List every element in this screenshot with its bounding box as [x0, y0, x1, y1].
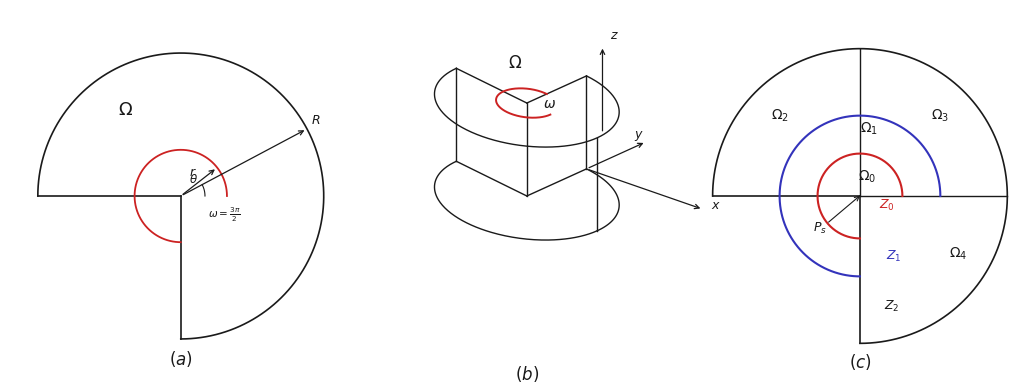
Text: $Z_1$: $Z_1$: [885, 249, 901, 264]
Text: $(c)$: $(c)$: [849, 352, 871, 372]
Text: $Z_0$: $Z_0$: [879, 198, 895, 214]
Text: $y$: $y$: [634, 129, 644, 143]
Text: $(b)$: $(b)$: [514, 364, 539, 384]
Text: $\Omega_1$: $\Omega_1$: [859, 120, 878, 137]
Text: $x$: $x$: [712, 200, 721, 212]
Text: $Z_2$: $Z_2$: [883, 299, 899, 314]
Text: $z$: $z$: [609, 29, 619, 42]
Text: $\omega = \frac{3\pi}{2}$: $\omega = \frac{3\pi}{2}$: [209, 205, 241, 224]
Text: $R$: $R$: [311, 114, 320, 127]
Text: $\Omega_2$: $\Omega_2$: [771, 108, 788, 125]
Text: $\omega$: $\omega$: [542, 96, 556, 111]
Text: $r$: $r$: [189, 166, 197, 179]
Text: $(a)$: $(a)$: [169, 349, 192, 369]
Text: $\theta$: $\theta$: [189, 173, 198, 186]
Text: $\Omega$: $\Omega$: [119, 101, 133, 119]
Text: $\Omega_3$: $\Omega_3$: [932, 108, 949, 125]
Text: $\Omega$: $\Omega$: [508, 55, 523, 72]
Text: $\Omega_0$: $\Omega_0$: [857, 169, 876, 185]
Text: $\Omega_4$: $\Omega_4$: [949, 245, 967, 262]
Text: $P_s$: $P_s$: [813, 221, 827, 236]
